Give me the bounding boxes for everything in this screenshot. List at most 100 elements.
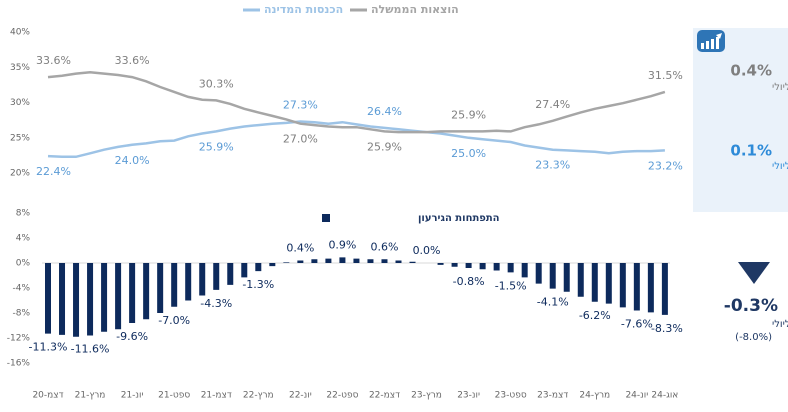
bar (507, 263, 514, 273)
bar (563, 263, 570, 292)
bar (549, 263, 556, 289)
value-label: -7.6% (621, 318, 653, 331)
x-tick-label: דצמ-20 (32, 391, 63, 401)
bar (45, 263, 51, 334)
value-label: 0.6% (371, 240, 399, 253)
bar (73, 263, 80, 337)
value-label: 27.4% (535, 98, 570, 111)
bar (409, 261, 416, 263)
value-label: 23.2% (648, 159, 683, 172)
x-tick-label: ספט-23 (495, 391, 527, 401)
bar (661, 263, 668, 315)
bar (185, 263, 192, 301)
bar (521, 263, 528, 278)
bar (633, 263, 640, 311)
legend-label: הוצאות הממשלה (371, 3, 459, 16)
expenditure-change: 0.4% (730, 62, 772, 80)
y-tick-label: 35% (10, 63, 30, 73)
bar (101, 263, 108, 332)
value-label: -4.3% (200, 297, 232, 310)
bar (325, 258, 332, 263)
bar (199, 263, 206, 296)
bar (465, 263, 472, 268)
x-tick-label: דצמ-22 (369, 391, 400, 401)
side-box (693, 28, 788, 212)
bar (591, 263, 598, 302)
value-label: 27.3% (283, 99, 318, 112)
bar (479, 263, 486, 270)
bar (283, 262, 290, 263)
bar (395, 260, 402, 263)
bar (381, 259, 388, 263)
series-line (47, 70, 666, 134)
value-label: -9.6% (116, 330, 148, 343)
value-label: -1.5% (495, 279, 527, 292)
bar (157, 263, 164, 313)
series-line (47, 120, 665, 159)
x-tick-label: מרץ-23 (411, 391, 442, 401)
x-tick-label: יונ-22 (289, 391, 312, 401)
icon-bars (701, 33, 722, 49)
deficit-change: -0.3% (724, 296, 778, 316)
y-tick-label: 4% (16, 234, 31, 244)
bar (311, 259, 318, 263)
y-tick-label: 8% (16, 209, 31, 219)
x-tick-label: יונ-23 (457, 391, 480, 401)
value-label: -6.2% (579, 309, 611, 322)
bar (269, 263, 276, 267)
value-label: -1.3% (242, 278, 274, 291)
bar (59, 263, 66, 335)
down-arrow (738, 262, 770, 284)
value-label: 22.4% (36, 165, 71, 178)
value-label: 27.0% (283, 133, 318, 146)
revenue-change: 0.1% (730, 142, 772, 160)
value-label: 23.3% (535, 159, 570, 172)
x-tick-label: יונ-21 (121, 391, 144, 401)
value-label: 25.9% (367, 140, 402, 153)
bar (255, 263, 262, 272)
revenue-note: ביחס ליולי (772, 161, 788, 172)
y-tick-label: 40% (10, 28, 30, 38)
bar (577, 263, 584, 297)
value-label: 24.0% (115, 154, 150, 167)
x-tick-label: דצמ-21 (201, 391, 232, 401)
deficit-note: ביחס ליולי (772, 319, 788, 330)
x-tick-label: ספט-21 (158, 391, 190, 401)
x-tick-label: מרץ-21 (75, 391, 106, 401)
y-tick-label: -8% (12, 309, 30, 319)
y-tick-label: 20% (10, 169, 30, 179)
value-label: -8.3% (651, 322, 683, 335)
bar-legend-swatch (322, 214, 330, 222)
bar (647, 263, 654, 313)
x-tick-label: ספט-22 (326, 391, 358, 401)
bar (297, 260, 304, 263)
expenditure-note: ביחס ליולי (772, 82, 788, 93)
x-tick-label: יונ-24 (625, 391, 648, 401)
value-label: 0.4% (286, 242, 314, 255)
value-label: 33.6% (115, 54, 150, 67)
bar (353, 258, 360, 263)
value-label: 30.3% (199, 77, 234, 90)
value-label: 25.9% (199, 140, 234, 153)
value-label: 25.9% (451, 108, 486, 121)
bar (171, 263, 178, 307)
bar (605, 263, 612, 304)
bar (87, 263, 94, 336)
value-label: -4.1% (537, 296, 569, 309)
y-tick-label: 25% (10, 133, 30, 143)
bar (367, 259, 374, 263)
bar (241, 263, 248, 278)
bar (619, 263, 626, 308)
bar (437, 263, 444, 265)
value-label: -11.6% (71, 343, 110, 356)
x-tick-label: מרץ-24 (579, 391, 610, 401)
value-label: -0.8% (453, 275, 485, 288)
deficit-previous: (-8.0%) (735, 332, 772, 343)
y-tick-label: -16% (7, 359, 31, 369)
x-tick-label: דצמ-23 (537, 391, 568, 401)
bar (493, 263, 500, 271)
y-tick-label: 30% (10, 98, 30, 108)
bar (451, 263, 458, 267)
value-label: 0.0% (413, 244, 441, 257)
